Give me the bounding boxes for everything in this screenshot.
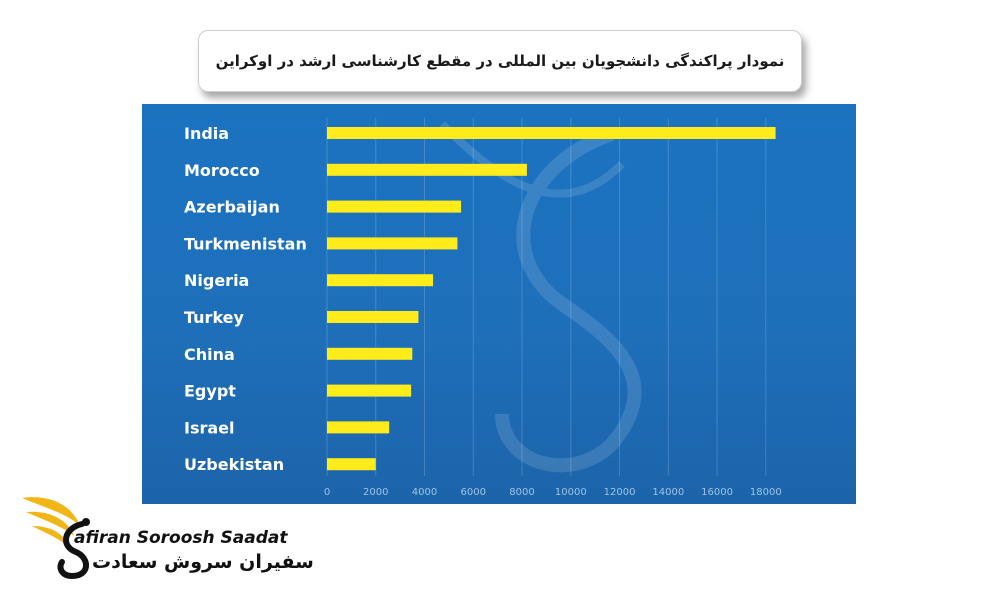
chart-title: نمودار پراکندگی دانشجویان بین المللی در … xyxy=(215,52,785,70)
category-label: India xyxy=(184,124,229,143)
x-tick-labels: 0 2000 4000 6000 8000 10000 12000 14000 16000 180… xyxy=(324,487,782,498)
bar-nigeria xyxy=(327,274,434,287)
category-label: Israel xyxy=(184,418,235,437)
x-tick-label: 6000 xyxy=(461,487,486,498)
x-tick-label: 14000 xyxy=(652,487,684,498)
category-labels: India Morocco Azerbaijan Turkmenistan Nigeri… xyxy=(184,124,307,474)
category-label: China xyxy=(184,345,235,364)
category-label: Turkey xyxy=(184,308,245,327)
bar-morocco xyxy=(327,163,527,176)
x-tick-label: 16000 xyxy=(701,487,733,498)
bar-china xyxy=(327,347,413,360)
x-tick-label: 10000 xyxy=(555,487,587,498)
bar-turkmenistan xyxy=(327,237,458,250)
bar-uzbekistan xyxy=(327,458,376,471)
phoenix-s-logo-icon xyxy=(22,497,90,580)
x-tick-label: 18000 xyxy=(750,487,782,498)
logo-persian-text: سفیران سروش سعادت xyxy=(92,551,314,573)
x-tick-label: 8000 xyxy=(509,487,534,498)
bar-chart: India Morocco Azerbaijan Turkmenistan Nigeri… xyxy=(184,118,782,498)
x-tick-label: 12000 xyxy=(604,487,636,498)
category-label: Turkmenistan xyxy=(184,234,307,253)
bar-turkey xyxy=(327,311,419,323)
category-label: Morocco xyxy=(184,161,260,180)
bar-india xyxy=(327,127,776,139)
bars xyxy=(327,127,776,471)
bar-israel xyxy=(327,421,390,434)
x-tick-label: 4000 xyxy=(412,487,437,498)
bar-egypt xyxy=(327,384,412,397)
x-tick-label: 0 xyxy=(324,487,330,498)
grid-lines xyxy=(326,118,767,476)
watermark xyxy=(439,121,642,473)
chart-title-box: نمودار پراکندگی دانشجویان بین المللی در … xyxy=(198,30,802,92)
chart-panel: India Morocco Azerbaijan Turkmenistan Nigeri… xyxy=(142,104,856,504)
category-label: Uzbekistan xyxy=(184,455,284,474)
logo-latin-text: afiran Soroosh Saadat xyxy=(74,528,288,548)
bar-azerbaijan xyxy=(327,200,462,213)
category-label: Egypt xyxy=(184,382,236,401)
x-tick-label: 2000 xyxy=(363,487,388,498)
category-label: Azerbaijan xyxy=(184,198,280,217)
category-label: Nigeria xyxy=(184,271,249,290)
